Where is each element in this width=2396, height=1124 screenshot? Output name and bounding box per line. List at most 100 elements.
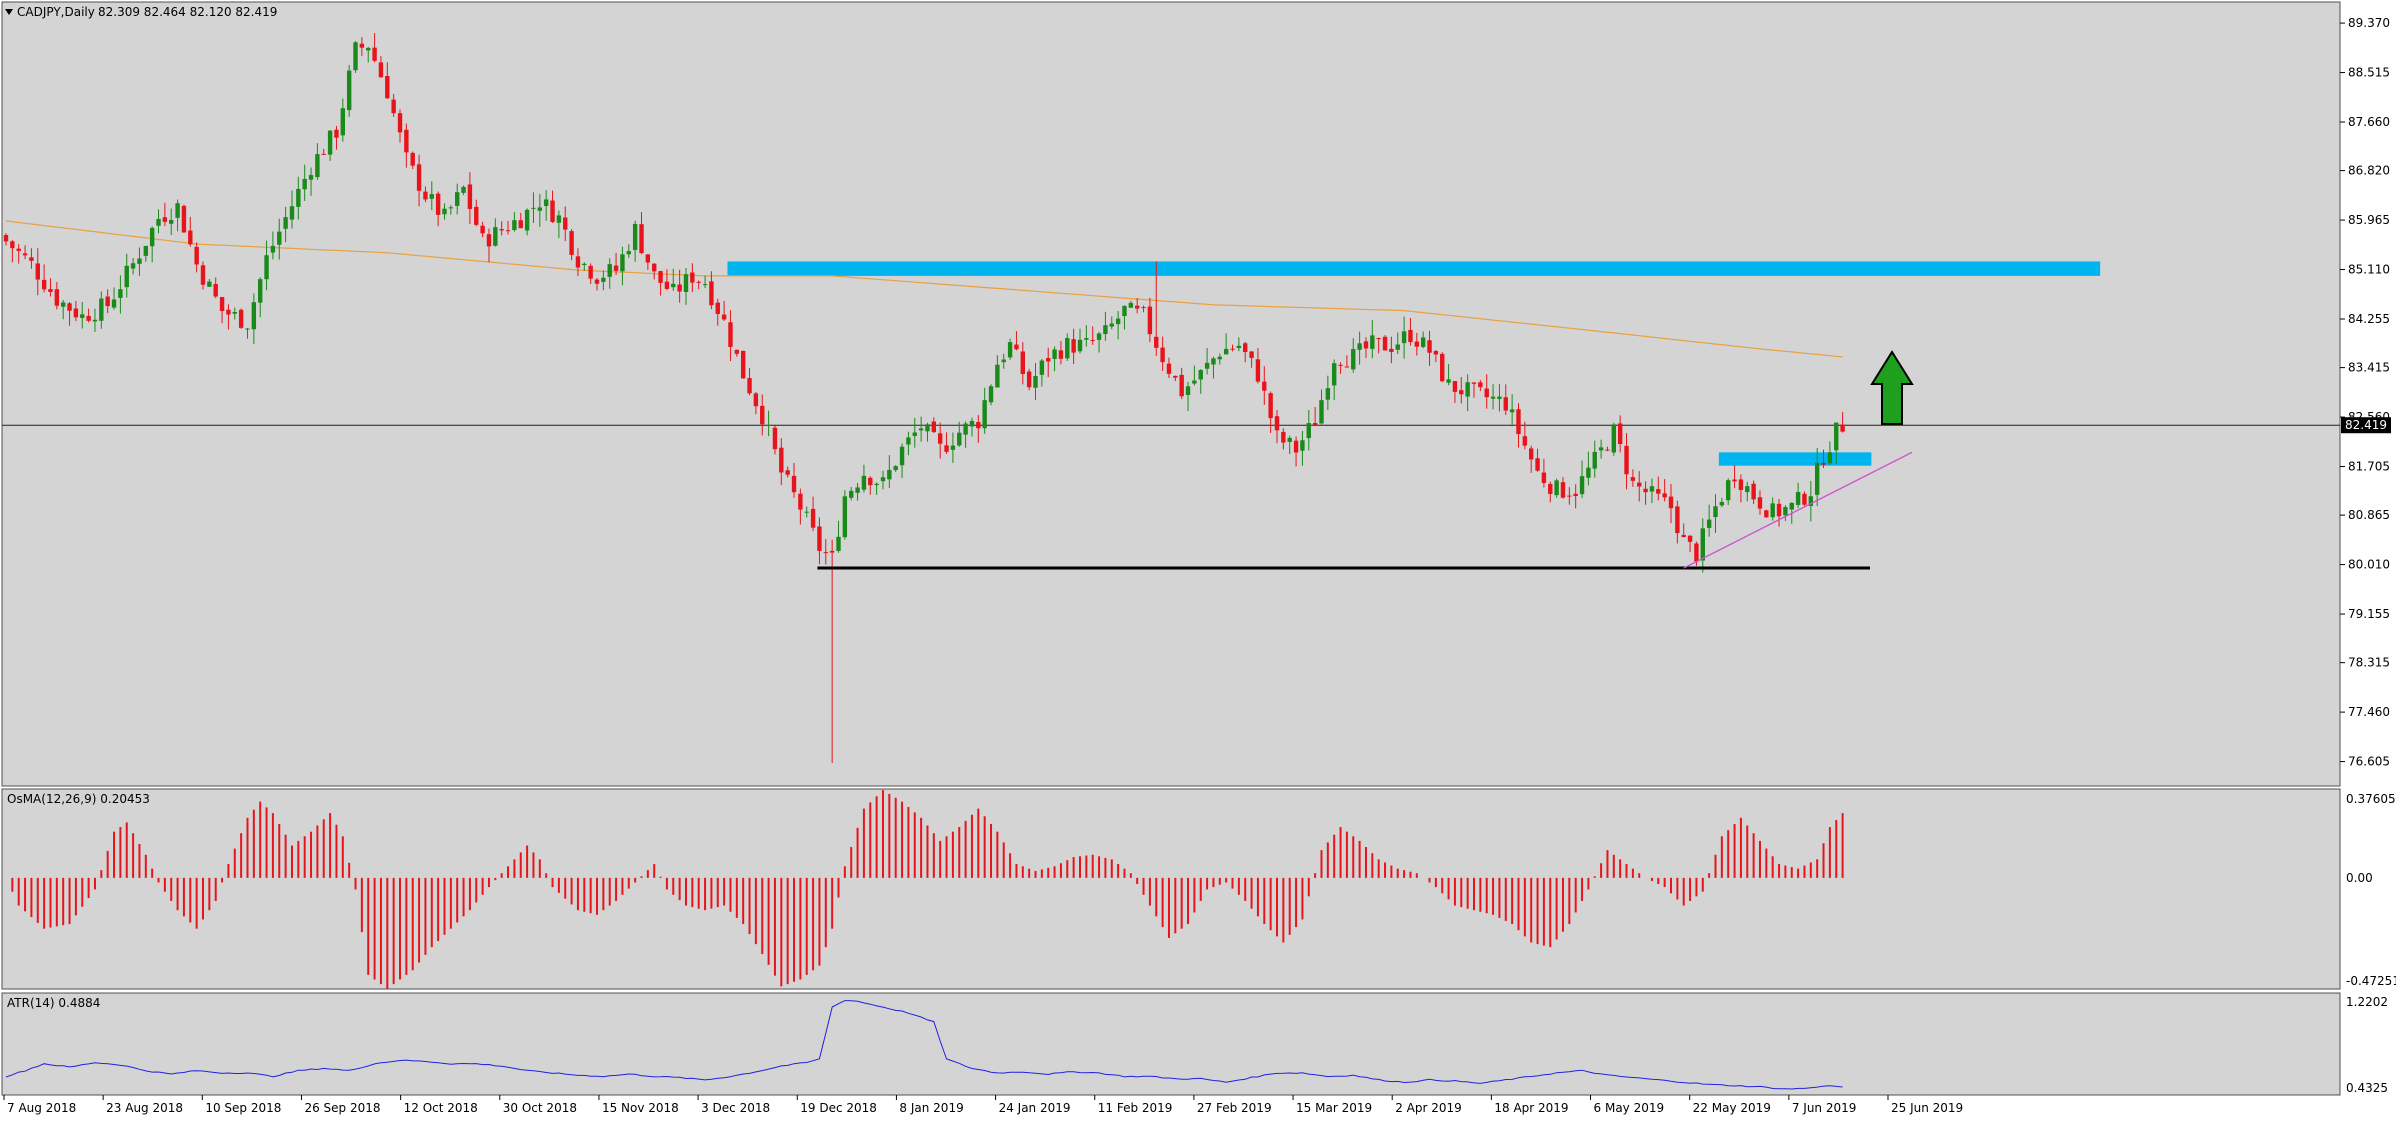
- candle-body: [957, 432, 962, 446]
- candle-body: [1440, 353, 1445, 382]
- candle: [1770, 497, 1775, 521]
- candle: [760, 394, 765, 436]
- candle-body: [944, 445, 949, 452]
- candle-body: [353, 42, 358, 71]
- candle: [1548, 481, 1553, 503]
- candle: [899, 443, 905, 479]
- candle-body: [1090, 339, 1095, 341]
- price-tick-label: 84.255: [2348, 312, 2390, 326]
- candle: [1154, 261, 1159, 356]
- candle-body: [258, 279, 263, 303]
- candle: [1122, 305, 1127, 330]
- candle-body: [378, 62, 384, 78]
- candle-body: [296, 188, 301, 207]
- moving-average-line: [5, 220, 1843, 358]
- candle: [836, 520, 841, 553]
- price-tick-label: 76.605: [2348, 755, 2390, 769]
- candle-body: [188, 230, 193, 245]
- candle: [258, 277, 263, 318]
- candle-body: [54, 289, 60, 306]
- candle: [1026, 368, 1032, 391]
- price-tick-label: 88.515: [2348, 66, 2390, 80]
- candle-body: [1395, 344, 1400, 350]
- candle: [1541, 458, 1547, 488]
- time-tick-label: 26 Sep 2018: [304, 1101, 380, 1115]
- candle: [1192, 365, 1197, 386]
- candle: [855, 482, 860, 501]
- atr-line: [5, 1000, 1843, 1090]
- candle: [1675, 500, 1680, 544]
- candle: [1115, 310, 1121, 340]
- candle-body: [149, 227, 155, 247]
- candle: [772, 425, 778, 455]
- collapse-triangle-icon[interactable]: [5, 9, 13, 15]
- candle: [1058, 340, 1064, 365]
- candle: [1726, 478, 1731, 506]
- candle-body: [512, 220, 517, 231]
- candle: [1687, 535, 1693, 553]
- candle-body: [1471, 382, 1477, 384]
- candle-body: [137, 258, 142, 264]
- candle-body: [1821, 462, 1826, 465]
- candle: [1503, 384, 1508, 415]
- candle: [1573, 484, 1578, 509]
- candle-body: [1071, 339, 1076, 353]
- candle: [1249, 351, 1254, 368]
- candle: [842, 490, 848, 540]
- candle: [918, 416, 924, 442]
- chart-overlays: [2, 220, 2340, 466]
- candle: [467, 172, 473, 224]
- candle: [982, 387, 987, 434]
- candle: [1433, 349, 1439, 362]
- time-tick-label: 6 May 2019: [1594, 1101, 1665, 1115]
- time-tick-label: 15 Mar 2019: [1296, 1101, 1372, 1115]
- ascending-trendline: [1683, 451, 1913, 569]
- candle-body: [1312, 423, 1318, 426]
- candle: [1414, 332, 1420, 356]
- candle: [791, 462, 797, 498]
- candle-body: [582, 263, 587, 265]
- candle: [1706, 504, 1712, 537]
- time-tick-label: 8 Jan 2019: [899, 1101, 963, 1115]
- candle: [1840, 411, 1845, 433]
- candle: [658, 270, 663, 296]
- price-tick-label: 87.660: [2348, 115, 2390, 129]
- candle-body: [41, 279, 47, 290]
- candle: [1522, 421, 1528, 450]
- candle: [537, 193, 543, 227]
- candle: [67, 302, 72, 326]
- candle: [1065, 333, 1070, 361]
- minor-resistance-zone: [1718, 452, 1872, 466]
- candle-body: [499, 229, 504, 231]
- candle: [1160, 336, 1165, 371]
- candle: [1529, 445, 1534, 473]
- candle: [219, 296, 225, 324]
- candle: [893, 465, 898, 473]
- candle: [175, 199, 180, 232]
- candle-body: [626, 251, 631, 255]
- candle-body: [912, 432, 917, 436]
- candle-body: [1198, 369, 1203, 380]
- candle-body: [1605, 449, 1610, 451]
- candle-body: [1503, 397, 1508, 411]
- candle: [480, 221, 485, 238]
- candle-body: [111, 299, 117, 308]
- candle-body: [1579, 476, 1585, 495]
- candle: [1624, 433, 1629, 490]
- candle-body: [175, 203, 180, 218]
- candle: [1802, 491, 1807, 508]
- candle-body: [1751, 483, 1756, 500]
- candle-body: [1827, 452, 1833, 464]
- candle-body: [1046, 358, 1051, 362]
- candle: [1656, 476, 1661, 501]
- time-tick-label: 12 Oct 2018: [404, 1101, 478, 1115]
- candle-body: [861, 475, 867, 490]
- candle: [1598, 439, 1604, 459]
- candle-body: [1637, 482, 1642, 487]
- candle: [798, 488, 803, 525]
- atr-panel: [1, 992, 2341, 1096]
- candle-body: [1204, 362, 1210, 369]
- candle-body: [1452, 381, 1458, 392]
- candle-body: [86, 315, 91, 321]
- candle-body: [1319, 400, 1324, 424]
